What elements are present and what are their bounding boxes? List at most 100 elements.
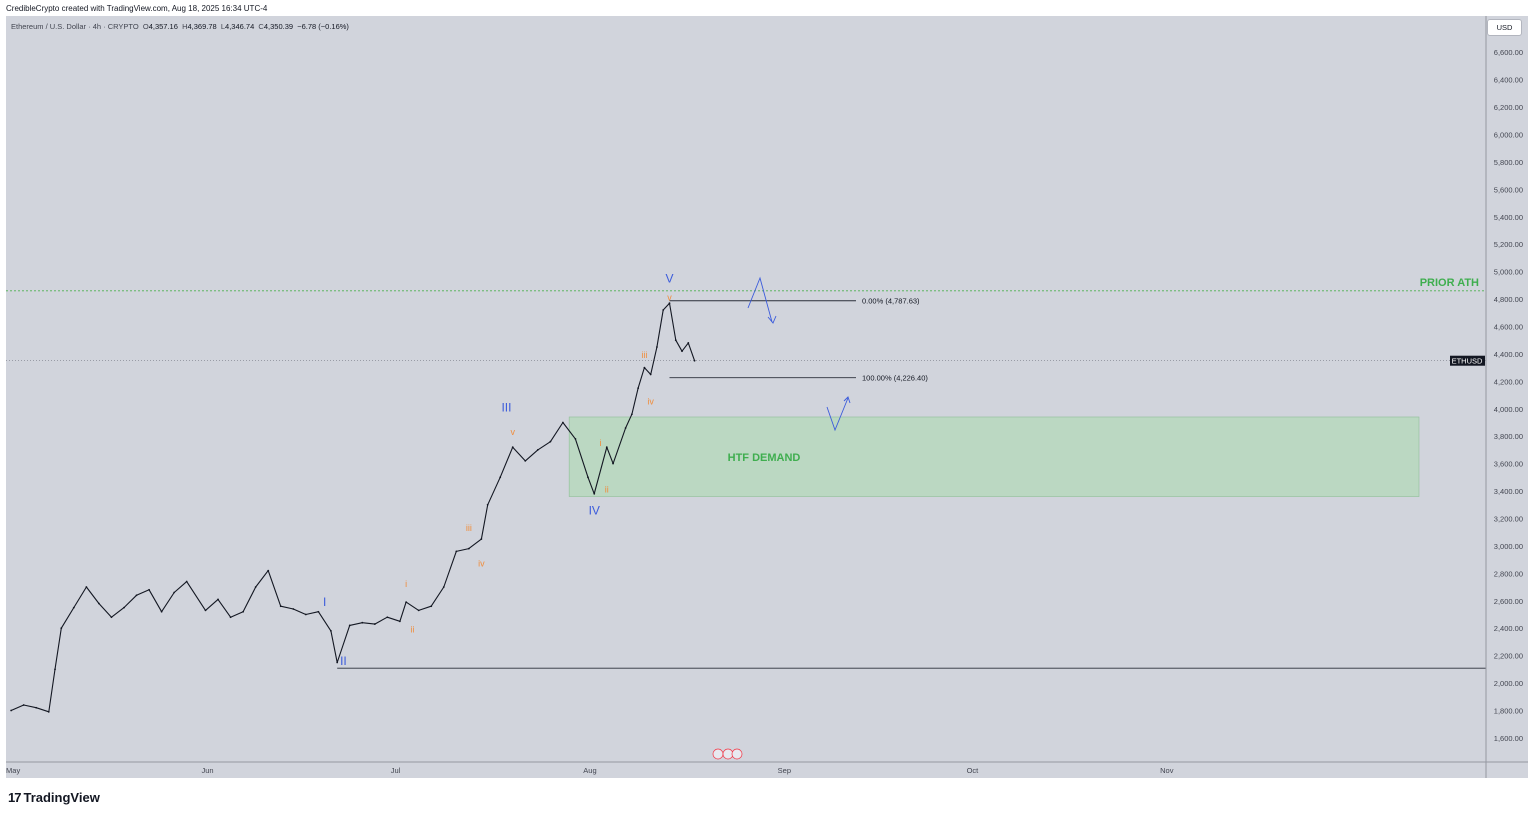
price-point	[386, 616, 389, 619]
price-point	[587, 476, 589, 479]
projection-arrow-up-down	[747, 276, 773, 323]
price-point	[549, 440, 552, 443]
close-label: C	[258, 22, 264, 31]
wave-label-minor: iii	[466, 523, 472, 533]
price-point	[135, 594, 138, 597]
y-tick-label: 4,400.00	[1494, 350, 1523, 359]
y-tick-label: 1,600.00	[1494, 734, 1523, 743]
price-point	[110, 616, 113, 619]
y-tick-label: 3,600.00	[1494, 460, 1523, 469]
price-point	[123, 606, 125, 609]
price-point	[54, 668, 56, 671]
price-point	[10, 709, 13, 712]
price-point	[668, 302, 671, 305]
chart-panel[interactable]: Ethereum / U.S. Dollar · 4h · CRYPTO O4,…	[6, 16, 1528, 778]
y-tick-label: 6,600.00	[1494, 48, 1523, 57]
high-label: H	[182, 22, 188, 31]
low-value: 4,346.74	[225, 22, 255, 31]
price-point	[442, 586, 445, 588]
price-point	[85, 586, 88, 588]
y-tick-label: 1,800.00	[1494, 706, 1523, 715]
price-point	[486, 503, 489, 506]
fib-0-label: 0.00% (4,787.63)	[862, 297, 920, 306]
price-point	[267, 569, 270, 572]
y-tick-label: 4,800.00	[1494, 295, 1523, 304]
x-tick-label: Jul	[391, 766, 401, 775]
wave-label-major: I	[323, 595, 326, 609]
price-point	[681, 350, 683, 353]
y-tick-label: 4,200.00	[1494, 377, 1523, 386]
high-value: 4,369.78	[187, 22, 217, 31]
wave-label-minor: iv	[478, 558, 485, 568]
change-value: −6.78 (−0.16%)	[297, 22, 349, 31]
price-point	[98, 602, 100, 605]
y-tick-label: 6,400.00	[1494, 76, 1523, 85]
x-tick-label: Nov	[1160, 766, 1174, 775]
price-point	[317, 610, 320, 613]
price-point	[561, 421, 564, 424]
y-tick-label: 5,200.00	[1494, 240, 1523, 249]
arrow-head-icon	[843, 396, 851, 404]
price-point	[649, 373, 652, 376]
price-point	[173, 591, 176, 594]
currency-button[interactable]: USD	[1487, 19, 1522, 36]
wave-label-minor: i	[405, 579, 407, 589]
price-point	[455, 550, 458, 553]
low-label: L	[220, 22, 226, 31]
price-point	[417, 609, 420, 612]
attribution-text: CredibleCrypto created with TradingView.…	[6, 4, 268, 13]
wave-label-minor: ii	[605, 484, 609, 494]
y-tick-label: 3,000.00	[1494, 542, 1523, 551]
wave-label-minor: ii	[410, 624, 414, 634]
tradingview-logo[interactable]: 17 TradingView	[8, 790, 100, 805]
y-tick-label: 5,800.00	[1494, 158, 1523, 167]
open-label: O	[142, 22, 149, 31]
price-point	[60, 627, 63, 630]
price-point	[499, 476, 502, 479]
y-tick-label: 2,200.00	[1494, 652, 1523, 661]
price-chart[interactable]: HTF DEMAND PRIOR ATH4,860.04ETHUSD4,350.…	[6, 16, 1528, 778]
price-point	[148, 588, 150, 591]
y-tick-label: 2,800.00	[1494, 569, 1523, 578]
price-point	[361, 621, 364, 624]
x-tick-label: Oct	[967, 766, 980, 775]
events-flag-icon	[722, 748, 734, 760]
price-point	[662, 309, 665, 311]
wave-label-major: V	[665, 272, 673, 286]
y-tick-label: 2,000.00	[1494, 679, 1523, 688]
htf-demand-label: HTF DEMAND	[728, 452, 801, 464]
price-point	[47, 710, 50, 713]
price-point	[674, 339, 677, 342]
y-tick-label: 3,400.00	[1494, 487, 1523, 496]
symbol-legend: Ethereum / U.S. Dollar · 4h · CRYPTO O4,…	[11, 22, 349, 31]
price-point	[330, 630, 332, 632]
price-point	[229, 616, 232, 619]
price-point	[511, 446, 514, 449]
x-tick-label: Sep	[778, 766, 791, 775]
y-tick-label: 6,000.00	[1494, 130, 1523, 139]
y-tick-label: 5,600.00	[1494, 185, 1523, 194]
price-point	[304, 613, 307, 616]
close-value: 4,350.39	[263, 22, 294, 31]
reference-lines-layer: PRIOR ATH4,860.04ETHUSD4,350.3903:25:142…	[6, 277, 1527, 674]
wave-label-major: IV	[589, 503, 600, 517]
price-point	[480, 538, 483, 540]
price-point	[524, 459, 527, 462]
htf-demand-zone	[568, 416, 1420, 497]
wave-label-major: III	[501, 401, 511, 415]
price-point	[160, 610, 163, 613]
price-point	[22, 704, 25, 706]
brand-name: TradingView	[23, 790, 100, 805]
price-point	[292, 608, 295, 610]
price-point	[204, 609, 207, 612]
price-point	[637, 387, 640, 390]
price-point	[373, 623, 376, 625]
price-point	[656, 346, 658, 348]
prior-ath-label: PRIOR ATH	[1420, 277, 1479, 289]
price-point	[185, 580, 188, 583]
price-point	[630, 413, 633, 416]
projection-arrow-bounce	[826, 397, 849, 432]
y-tick-label: 4,000.00	[1494, 405, 1523, 414]
price-point	[643, 366, 646, 369]
